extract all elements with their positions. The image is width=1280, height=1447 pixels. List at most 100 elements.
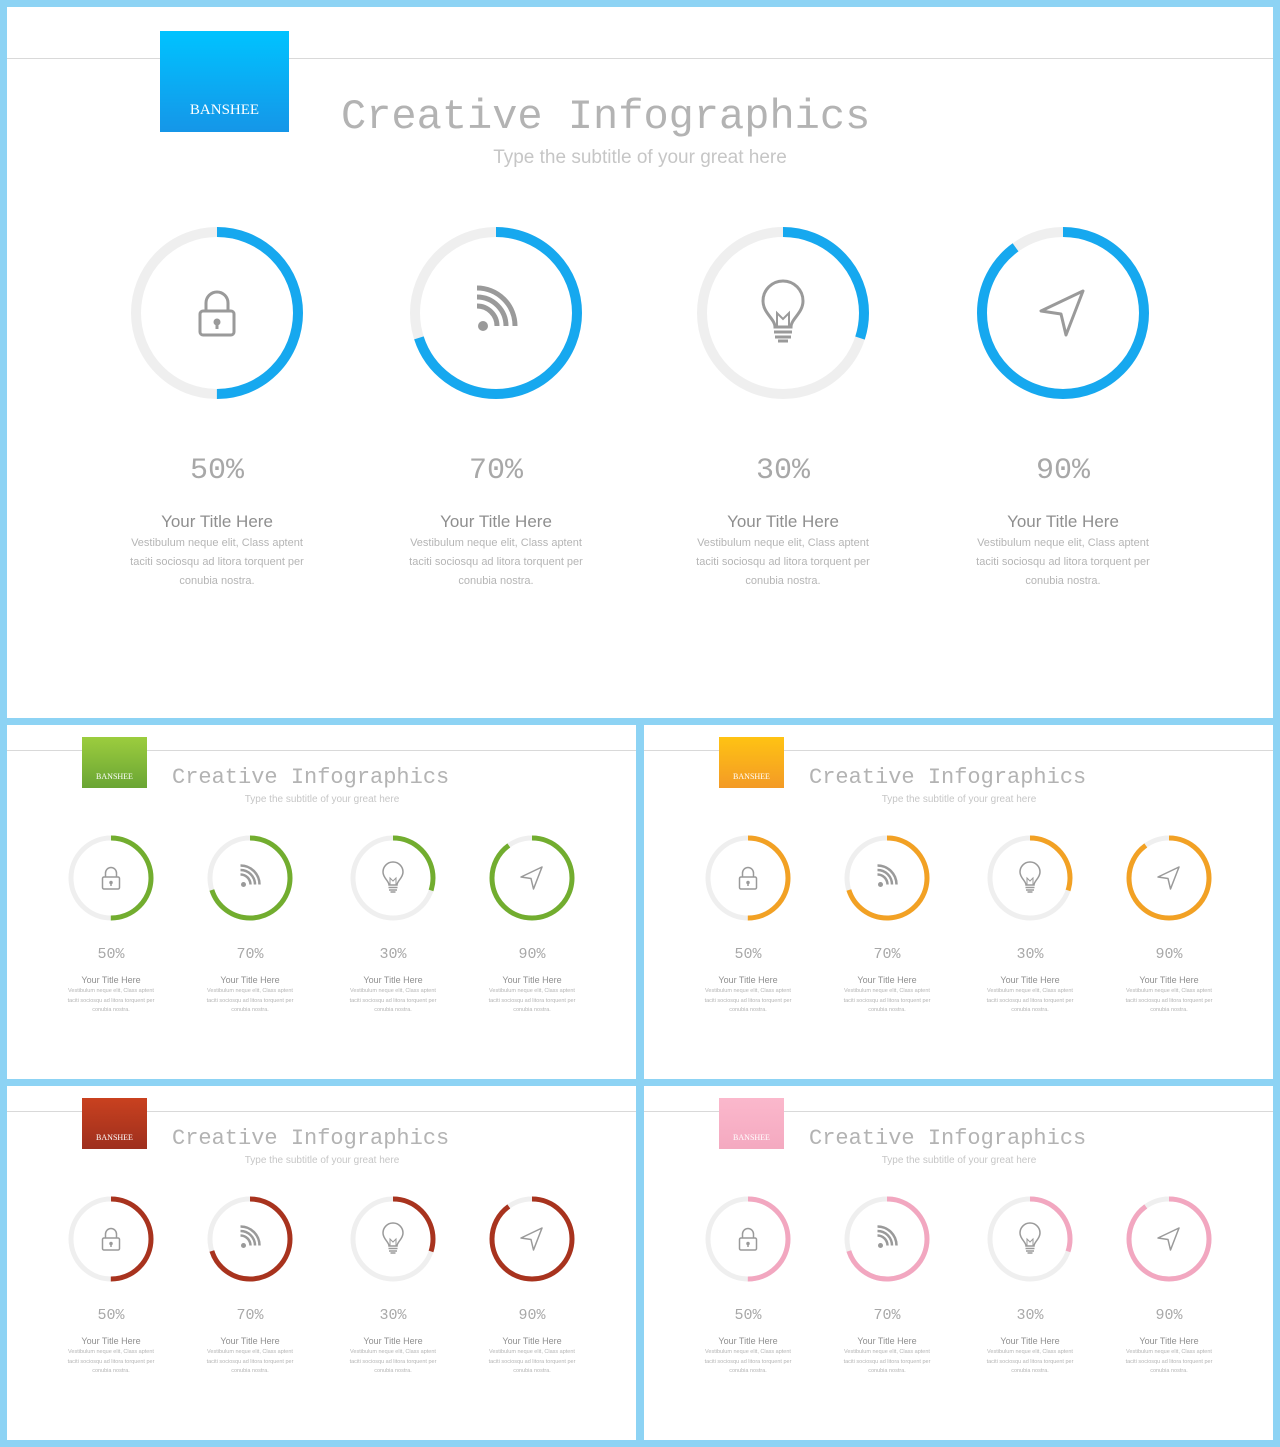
lock-icon bbox=[738, 866, 758, 890]
item-description-line: Vestibulum neque elit, Class aptent bbox=[68, 1349, 154, 1355]
item-description-line: taciti sociosqu ad litora torquent per bbox=[704, 997, 792, 1004]
item-description-line: taciti sociosqu ad litora torquent per bbox=[843, 997, 931, 1004]
item-title: Your Title Here bbox=[220, 1336, 280, 1346]
lightbulb-icon bbox=[382, 861, 404, 893]
item-description-line: conubia nostra. bbox=[231, 1007, 269, 1013]
item-title: Your Title Here bbox=[1139, 975, 1199, 985]
item-description-line: Vestibulum neque elit, Class aptent bbox=[844, 1349, 930, 1355]
item-title: Your Title Here bbox=[1000, 975, 1060, 985]
slide-1: BANSHEE Creative Infographics Type the sub… bbox=[7, 7, 1273, 718]
percentage-value: 90% bbox=[1035, 454, 1090, 488]
rss-icon bbox=[476, 285, 518, 331]
progress-ring bbox=[844, 1196, 930, 1282]
item-description-line: Vestibulum neque elit, Class aptent bbox=[489, 988, 575, 994]
infographic-item: 30% Your Title Here Vestibulum neque elit,… bbox=[328, 831, 458, 1017]
header-divider bbox=[644, 1111, 1273, 1112]
item-description-line: taciti sociosqu ad litora torquent per bbox=[1125, 1358, 1213, 1365]
progress-ring bbox=[350, 835, 436, 921]
progress-ring bbox=[489, 1196, 575, 1282]
infographic-item: 90% Your Title Here Vestibulum neque elit,… bbox=[1104, 831, 1234, 1017]
item-description-line: taciti sociosqu ad litora torquent per bbox=[67, 1358, 155, 1365]
percentage-value: 70% bbox=[873, 946, 901, 963]
progress-ring bbox=[1126, 1196, 1212, 1282]
item-description-line: Vestibulum neque elit, Class aptent bbox=[1126, 1349, 1212, 1355]
item-description-line: taciti sociosqu ad litora torquent per bbox=[488, 997, 576, 1004]
infographic-item: 70% Your Title Here Vestibulum neque elit,… bbox=[822, 1192, 952, 1378]
infographic-item: 50% Your Title Here Vestibulum neque elit,… bbox=[683, 831, 813, 1017]
item-description-line: Vestibulum neque elit, Class aptent bbox=[987, 988, 1073, 994]
item-description-line: Vestibulum neque elit, Class aptent bbox=[697, 537, 869, 549]
rss-icon bbox=[240, 864, 261, 887]
progress-ring-arc bbox=[68, 1196, 154, 1282]
percentage-value: 30% bbox=[755, 454, 810, 488]
page-title: Creative Infographics bbox=[172, 765, 450, 790]
slide-2: BANSHEE Creative Infographics Type the sub… bbox=[7, 725, 636, 1079]
item-description-line: taciti sociosqu ad litora torquent per bbox=[206, 997, 294, 1004]
lightbulb-icon bbox=[1019, 1222, 1041, 1254]
item-title: Your Title Here bbox=[81, 975, 141, 985]
item-description-line: Vestibulum neque elit, Class aptent bbox=[207, 988, 293, 994]
header-divider bbox=[7, 750, 636, 751]
progress-ring-arc bbox=[489, 835, 575, 921]
infographic-item: 50% Your Title Here Vestibulum neque elit,… bbox=[46, 831, 176, 1017]
page-subtitle: Type the subtitle of your great here bbox=[881, 794, 1037, 805]
lock-icon bbox=[738, 1227, 758, 1251]
infographic-item: 90% Your Title Here Vestibulum neque elit,… bbox=[938, 220, 1188, 594]
progress-ring-arc bbox=[705, 1196, 791, 1282]
progress-ring-arc bbox=[705, 835, 791, 921]
page-subtitle: Type the subtitle of your great here bbox=[493, 147, 787, 168]
infographic-item: 50% Your Title Here Vestibulum neque elit,… bbox=[46, 1192, 176, 1378]
progress-ring-arc bbox=[350, 835, 436, 921]
item-description-line: conubia nostra. bbox=[729, 1368, 767, 1374]
percentage-value: 70% bbox=[468, 454, 523, 488]
progress-ring bbox=[705, 1196, 791, 1282]
progress-ring bbox=[987, 835, 1073, 921]
item-description-line: conubia nostra. bbox=[745, 575, 821, 587]
progress-ring bbox=[350, 1196, 436, 1282]
rss-icon bbox=[877, 1225, 898, 1248]
progress-ring-arc bbox=[68, 835, 154, 921]
infographic-item: 90% Your Title Here Vestibulum neque elit,… bbox=[467, 1192, 597, 1378]
percentage-value: 50% bbox=[97, 946, 125, 963]
item-description-line: Vestibulum neque elit, Class aptent bbox=[489, 1349, 575, 1355]
navigation-arrow-icon bbox=[1157, 866, 1180, 890]
percentage-value: 50% bbox=[97, 1307, 125, 1324]
item-description-line: conubia nostra. bbox=[179, 575, 255, 587]
item-title: Your Title Here bbox=[220, 975, 280, 985]
progress-ring bbox=[207, 1196, 293, 1282]
item-description-line: Vestibulum neque elit, Class aptent bbox=[350, 1349, 436, 1355]
item-description-line: taciti sociosqu ad litora torquent per bbox=[696, 556, 870, 568]
item-description-line: conubia nostra. bbox=[868, 1007, 906, 1013]
percentage-value: 50% bbox=[734, 946, 762, 963]
lightbulb-icon bbox=[1019, 861, 1041, 893]
progress-ring-arc bbox=[844, 1196, 930, 1282]
lock-icon bbox=[101, 1227, 121, 1251]
item-description-line: taciti sociosqu ad litora torquent per bbox=[349, 997, 437, 1004]
percentage-value: 30% bbox=[1016, 1307, 1044, 1324]
item-description-line: Vestibulum neque elit, Class aptent bbox=[350, 988, 436, 994]
item-title: Your Title Here bbox=[1007, 512, 1119, 531]
progress-ring-arc bbox=[1126, 1196, 1212, 1282]
item-description-line: Vestibulum neque elit, Class aptent bbox=[131, 537, 303, 549]
item-title: Your Title Here bbox=[440, 512, 552, 531]
item-description-line: Vestibulum neque elit, Class aptent bbox=[844, 988, 930, 994]
item-title: Your Title Here bbox=[857, 975, 917, 985]
progress-ring-arc bbox=[977, 227, 1149, 399]
navigation-arrow-icon bbox=[1039, 289, 1085, 337]
progress-ring-arc bbox=[410, 227, 582, 399]
progress-ring bbox=[207, 835, 293, 921]
lock-icon bbox=[198, 290, 236, 337]
item-description-line: taciti sociosqu ad litora torquent per bbox=[488, 1358, 576, 1365]
lightbulb-icon bbox=[382, 1222, 404, 1254]
navigation-arrow-icon bbox=[520, 1227, 543, 1251]
item-description-line: conubia nostra. bbox=[868, 1368, 906, 1374]
header-divider bbox=[7, 58, 1273, 59]
progress-ring bbox=[1126, 835, 1212, 921]
progress-ring-arc bbox=[987, 1196, 1073, 1282]
item-description-line: conubia nostra. bbox=[231, 1368, 269, 1374]
infographic-item: 70% Your Title Here Vestibulum neque elit,… bbox=[822, 831, 952, 1017]
item-title: Your Title Here bbox=[81, 1336, 141, 1346]
infographic-item: 30% Your Title Here Vestibulum neque elit,… bbox=[965, 831, 1095, 1017]
item-description-line: Vestibulum neque elit, Class aptent bbox=[977, 537, 1149, 549]
item-title: Your Title Here bbox=[161, 512, 273, 531]
